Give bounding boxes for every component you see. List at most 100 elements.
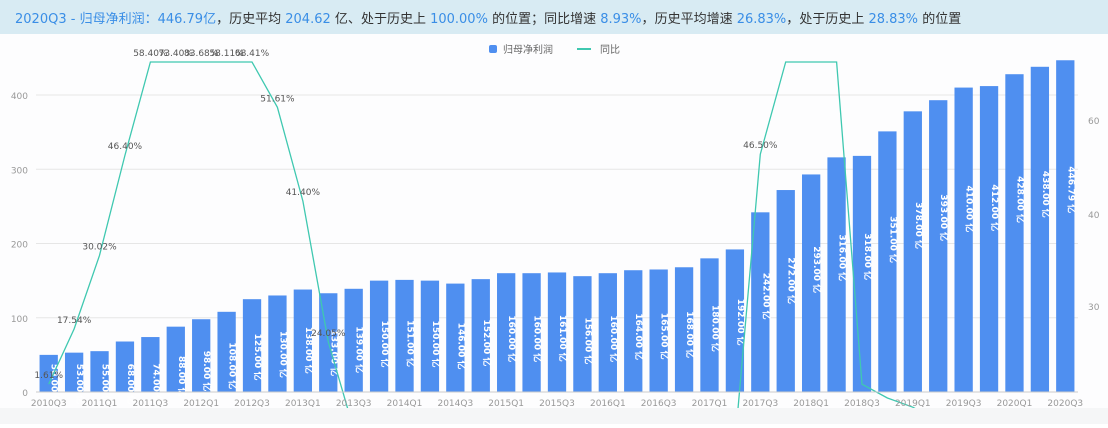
summary-text-position2: 处于历史上 xyxy=(799,12,865,27)
bar-value-label: 318.00 亿 xyxy=(862,233,874,280)
summary-quarter: 2020Q3 xyxy=(15,12,67,27)
bar-value-label: 133.00 亿 xyxy=(328,329,340,376)
bar xyxy=(64,352,84,392)
x-axis-tick: 2015Q1 xyxy=(488,399,524,409)
bar xyxy=(1056,60,1075,392)
line-data-label: 30.02% xyxy=(82,242,117,252)
bar-value-label: 160.00 亿 xyxy=(608,315,620,362)
x-axis-tick: 2012Q1 xyxy=(183,399,219,409)
bar xyxy=(166,326,185,392)
bar xyxy=(115,341,135,392)
legend-bar-swatch xyxy=(489,45,497,53)
x-axis-tick: 2014Q3 xyxy=(437,399,473,409)
y-axis-left-tick: 200 xyxy=(11,241,28,251)
bar xyxy=(217,311,236,392)
summary-sep2: 、 xyxy=(347,12,361,27)
y-axis-right-tick: 60 xyxy=(1088,117,1100,127)
bar xyxy=(929,100,948,392)
bar xyxy=(751,212,770,392)
line-data-label: 24.05% xyxy=(311,329,346,339)
bar xyxy=(827,157,846,392)
x-axis-tick: 2017Q1 xyxy=(692,399,728,409)
summary-sep: - xyxy=(66,12,80,27)
bar xyxy=(776,190,795,392)
bar-value-label: 293.00 亿 xyxy=(811,246,823,293)
x-axis-tick: 2020Q3 xyxy=(1047,399,1083,409)
x-axis-tick: 2016Q1 xyxy=(590,399,626,409)
bar-value-label: 68.00 亿 xyxy=(125,364,137,405)
bar-value-label: 378.00 亿 xyxy=(913,202,925,249)
bar xyxy=(1030,66,1050,392)
bar xyxy=(649,269,668,392)
x-axis-tick: 2020Q1 xyxy=(997,399,1033,409)
line-data-label: 68.41% xyxy=(235,49,270,59)
summary-position-pct2: 28.83% xyxy=(868,12,919,27)
bar-value-label: 108.00 亿 xyxy=(227,342,239,389)
bar-value-label: 164.00 亿 xyxy=(633,313,645,360)
bar xyxy=(395,279,414,392)
line-data-label: 17.54% xyxy=(57,316,92,326)
bar xyxy=(522,273,541,392)
bar-value-label: 316.00 亿 xyxy=(837,234,849,281)
summary-banner: 2020Q3 - 归母净利润：446.79亿，历史平均 204.62 亿、处于历… xyxy=(0,0,1108,34)
bar-value-label: 151.00 亿 xyxy=(405,320,417,367)
summary-metric: 归母净利润 xyxy=(79,12,145,27)
bar-value-label: 150.00 亿 xyxy=(379,321,391,368)
bar-value-label: 410.00 亿 xyxy=(964,185,976,232)
bar xyxy=(573,276,592,392)
bar xyxy=(979,86,999,392)
bar-value-label: 438.00 亿 xyxy=(1040,171,1052,218)
x-axis-tick: 2011Q3 xyxy=(133,399,169,409)
bar xyxy=(293,289,313,392)
bar-value-label: 412.00 亿 xyxy=(989,184,1001,231)
x-axis-tick: 2019Q3 xyxy=(946,399,982,409)
bar xyxy=(141,337,160,392)
summary-text-level: 的位置；同比增速 xyxy=(492,12,597,27)
y-axis-left-tick: 100 xyxy=(11,315,28,325)
line-data-label: 46.50% xyxy=(743,141,778,151)
x-axis-tick: 2016Q3 xyxy=(641,399,677,409)
x-axis-tick: 2011Q1 xyxy=(82,399,118,409)
summary-comma3: ， xyxy=(786,12,800,27)
line-data-label: 51.61% xyxy=(260,94,295,104)
summary-colon: ： xyxy=(144,12,158,27)
summary-comma: ， xyxy=(216,12,230,27)
bar-value-label: 180.00 亿 xyxy=(709,305,721,352)
bar-value-label: 446.79 亿 xyxy=(1065,166,1077,213)
line-data-label: 83.68% xyxy=(184,49,219,59)
y-axis-right-tick: 40 xyxy=(1088,211,1100,221)
summary-text-end: 的位置 xyxy=(922,12,962,27)
chart-area: 0 100 200 300 400 30 40 60 50.00 亿 53.00 亿 55.00 亿… xyxy=(0,3,1108,428)
bar-value-label: 156.00 亿 xyxy=(582,317,594,364)
summary-yoy: 8.93% xyxy=(600,12,642,27)
line-data-label: 73.40% xyxy=(159,49,194,59)
bar-value-label: 150.00 亿 xyxy=(430,321,442,368)
bar-value-label: 88.00 亿 xyxy=(176,356,188,397)
x-axis-tick: 2014Q1 xyxy=(387,399,423,409)
bar xyxy=(420,280,440,392)
bar-value-label: 160.00 亿 xyxy=(532,315,544,362)
bar-value-label: 428.00 亿 xyxy=(1014,176,1026,223)
bar-value-label: 165.00 亿 xyxy=(659,313,671,360)
summary-hist-growth: 26.83% xyxy=(736,12,787,27)
summary-text-hist-avg: 历史平均 xyxy=(229,12,282,27)
summary-value: 446.79亿 xyxy=(157,12,217,27)
summary-hist-avg: 204.62 xyxy=(285,12,331,27)
x-axis-tick: 2017Q3 xyxy=(742,399,778,409)
x-axis-tick: 2010Q3 xyxy=(31,399,67,409)
y-axis-left-tick: 0 xyxy=(22,389,28,399)
line-data-label: 46.40% xyxy=(108,142,143,152)
bar xyxy=(1005,74,1024,393)
bar-value-label: 138.00 亿 xyxy=(303,327,315,374)
bar-value-label: 74.00 亿 xyxy=(150,363,162,404)
bar-value-label: 351.00 亿 xyxy=(887,216,899,263)
bar xyxy=(242,299,262,392)
x-axis-tick: 2018Q1 xyxy=(793,399,829,409)
bar xyxy=(903,111,922,393)
x-axis-tick: 2013Q3 xyxy=(336,399,372,409)
x-axis-tick: 2012Q3 xyxy=(234,399,270,409)
legend-line-label: 同比 xyxy=(600,44,620,56)
x-axis-tick: 2015Q3 xyxy=(539,399,575,409)
bar-value-label: 393.00 亿 xyxy=(938,194,950,241)
x-axis-tick: 2019Q1 xyxy=(895,399,931,409)
